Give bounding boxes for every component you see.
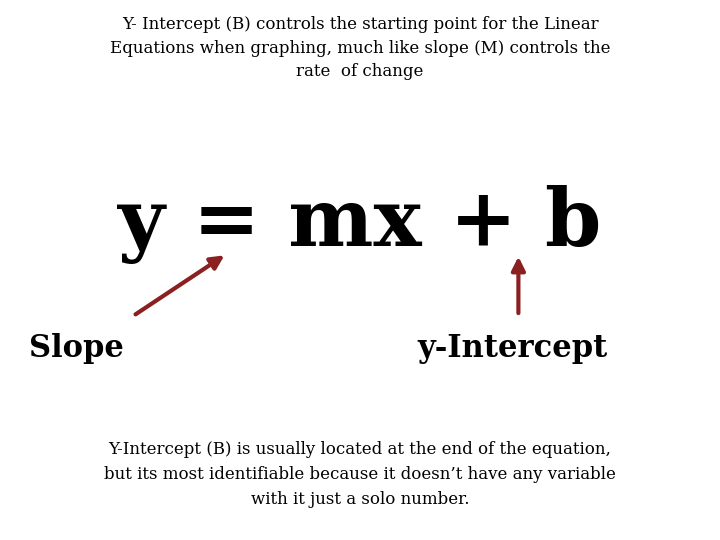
Text: Y-Intercept (B) is usually located at the end of the equation,
but its most iden: Y-Intercept (B) is usually located at th…: [104, 441, 616, 508]
Text: y-Intercept: y-Intercept: [418, 333, 608, 364]
Text: Slope: Slope: [29, 333, 124, 364]
Text: Y- Intercept (B) controls the starting point for the Linear
Equations when graph: Y- Intercept (B) controls the starting p…: [109, 16, 611, 80]
Text: y = mx + b: y = mx + b: [118, 185, 602, 264]
